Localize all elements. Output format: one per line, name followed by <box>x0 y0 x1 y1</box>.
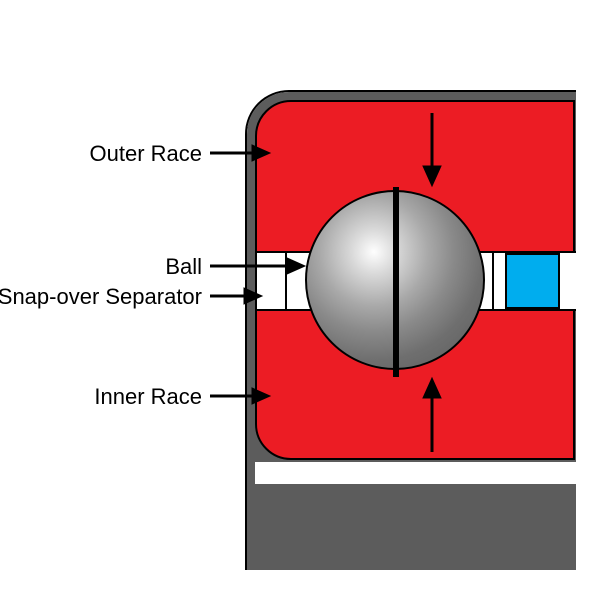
crop-right-mask <box>576 0 600 600</box>
separator_arrow <box>210 288 262 304</box>
inner_race_arrow <box>210 388 270 404</box>
ball_arrow <box>210 258 305 274</box>
bottom_up_arrow <box>423 378 441 452</box>
outer_race_arrow <box>210 145 270 161</box>
top_down_arrow <box>423 113 441 186</box>
diagram-stage: Outer Race Ball Snap-over Separator Inne… <box>0 0 600 600</box>
arrows-layer <box>0 0 600 600</box>
